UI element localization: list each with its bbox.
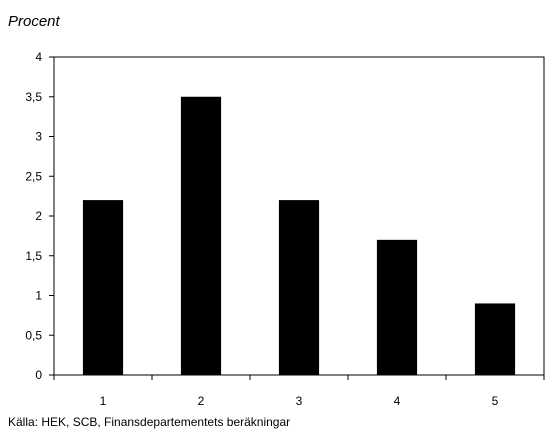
x-tick-label: 3: [296, 394, 303, 408]
y-tick-label: 1: [35, 289, 42, 303]
bar-4: [376, 239, 418, 375]
bar-1: [82, 200, 124, 375]
x-tick-label: 2: [198, 394, 205, 408]
y-axis-ticks: 0 0,5 1 1,5 2 2,5 3 3,5 4: [25, 50, 54, 382]
y-tick-label: 0: [35, 368, 42, 382]
y-tick-label: 1,5: [25, 249, 42, 263]
y-axis-title: Procent: [8, 13, 61, 30]
y-tick-label: 4: [35, 50, 42, 64]
bar-2: [180, 96, 222, 375]
source-note: Källa: HEK, SCB, Finansdepartementets be…: [8, 415, 290, 429]
y-tick-label: 2,5: [25, 169, 42, 183]
y-tick-label: 3,5: [25, 90, 42, 104]
bars: [82, 96, 516, 375]
bar-5: [474, 303, 516, 375]
x-tick-label: 1: [100, 394, 107, 408]
x-tick-label: 4: [394, 394, 401, 408]
x-tick-label: 5: [492, 394, 499, 408]
x-axis-ticks: 1 2 3 4 5: [53, 375, 545, 408]
y-tick-label: 0,5: [25, 328, 42, 342]
y-tick-label: 2: [35, 209, 42, 223]
bar-3: [278, 200, 320, 375]
y-tick-label: 3: [35, 130, 42, 144]
